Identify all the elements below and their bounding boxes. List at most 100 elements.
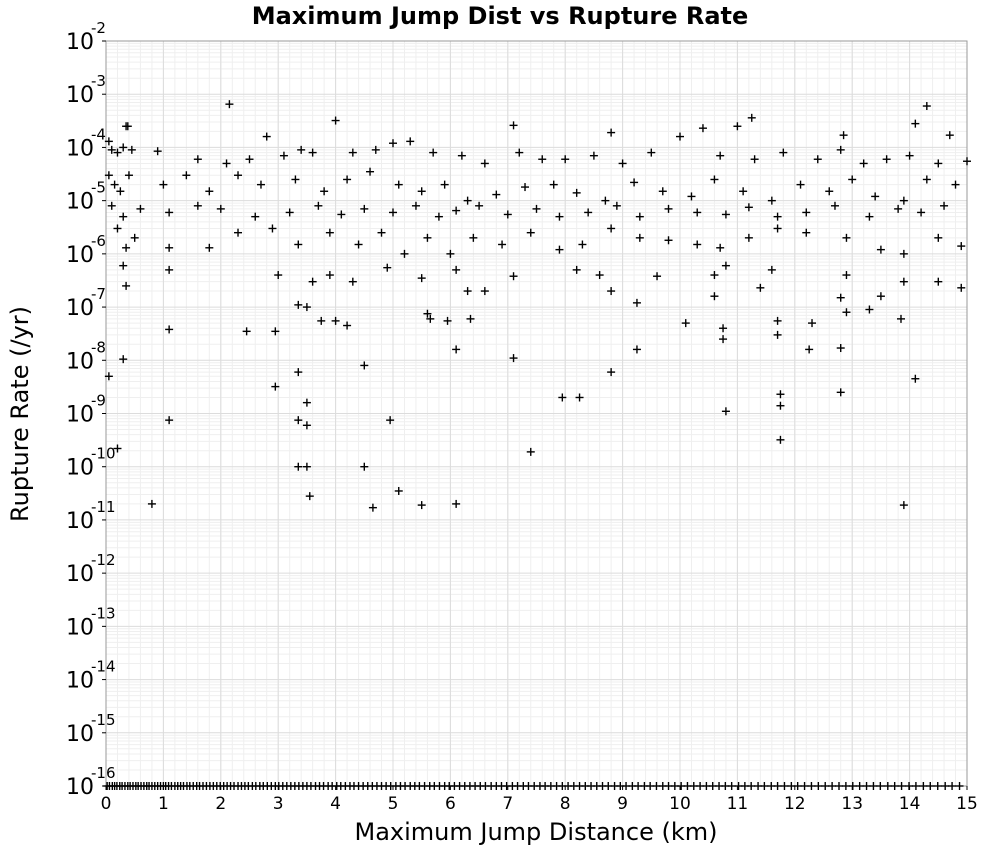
data-point	[760, 782, 769, 790]
data-point	[368, 503, 377, 512]
y-tick-exponent: -5	[91, 179, 106, 197]
grid	[105, 40, 968, 787]
data-point	[664, 236, 673, 245]
data-point	[320, 187, 329, 196]
data-point	[842, 271, 851, 280]
y-tick-label: 10	[66, 669, 94, 694]
x-tick-label: 10	[669, 794, 691, 814]
data-point	[802, 228, 811, 237]
data-point	[107, 201, 116, 210]
data-point	[119, 355, 128, 364]
data-point	[268, 224, 277, 233]
data-point	[417, 501, 426, 510]
data-point	[793, 782, 802, 790]
data-point	[515, 148, 524, 157]
data-point	[469, 233, 478, 242]
y-tick-exponent: -12	[91, 551, 116, 569]
data-point	[635, 233, 644, 242]
data-point	[193, 201, 202, 210]
data-point	[113, 444, 122, 453]
data-point	[876, 245, 885, 254]
data-point	[452, 499, 461, 508]
data-point	[963, 157, 971, 166]
data-point	[498, 240, 507, 249]
data-point	[572, 188, 581, 197]
data-point	[521, 183, 530, 192]
data-point	[934, 233, 943, 242]
data-point	[406, 137, 415, 146]
data-point	[165, 325, 174, 334]
data-point	[698, 124, 707, 133]
data-point	[776, 435, 785, 444]
data-point	[664, 204, 673, 213]
data-point	[828, 782, 837, 790]
data-point	[919, 782, 928, 790]
data-point	[509, 272, 518, 281]
x-tick-label: 4	[330, 794, 341, 814]
chart-title: Maximum Jump Dist vs Rupture Rate	[252, 2, 749, 30]
y-tick-exponent: -16	[91, 764, 116, 782]
data-point	[417, 187, 426, 196]
data-point	[612, 201, 621, 210]
data-point	[750, 155, 759, 164]
data-point	[153, 147, 162, 156]
data-point	[348, 148, 357, 157]
y-tick-label: 10	[66, 349, 94, 374]
x-tick-label: 15	[956, 794, 978, 814]
data-point	[802, 208, 811, 217]
data-point	[165, 265, 174, 274]
x-tick-label: 14	[899, 794, 921, 814]
data-point	[848, 175, 857, 184]
data-point	[584, 208, 593, 217]
data-point	[899, 249, 908, 258]
data-point	[423, 309, 432, 318]
data-point	[767, 265, 776, 274]
data-point	[721, 407, 730, 416]
data-point	[834, 782, 843, 790]
x-tick-label: 1	[158, 794, 169, 814]
data-point	[575, 393, 584, 402]
data-point	[607, 224, 616, 233]
data-point	[836, 344, 845, 353]
data-point	[767, 196, 776, 205]
data-point	[308, 148, 317, 157]
data-point	[865, 305, 874, 314]
data-point	[635, 212, 644, 221]
x-tick-label: 13	[841, 794, 863, 814]
x-tick-label: 5	[388, 794, 399, 814]
data-point	[825, 187, 834, 196]
data-point	[423, 233, 432, 242]
data-point	[710, 175, 719, 184]
data-point	[589, 151, 598, 160]
data-point	[526, 228, 535, 237]
data-point	[400, 249, 409, 258]
data-point	[733, 122, 742, 131]
x-axis-ticks: 0 1 2 3 4 5 6 7 8 9 10 11 12 13 14 15	[101, 786, 978, 814]
data-point	[122, 243, 131, 252]
data-point	[821, 782, 830, 790]
data-point	[443, 316, 452, 325]
data-point	[842, 233, 851, 242]
data-point	[302, 398, 311, 407]
data-point	[814, 782, 823, 790]
data-point	[934, 159, 943, 168]
y-tick-label: 10	[66, 403, 94, 428]
data-point	[883, 782, 892, 790]
data-point	[876, 292, 885, 301]
y-tick-label: 10	[66, 136, 94, 161]
data-point	[509, 121, 518, 130]
data-point	[371, 145, 380, 154]
data-point	[653, 272, 662, 281]
data-point	[122, 281, 131, 290]
y-tick-exponent: -8	[91, 338, 106, 356]
data-point	[756, 283, 765, 292]
data-point	[727, 782, 736, 790]
data-point	[719, 335, 728, 344]
data-point	[389, 139, 397, 148]
data-point	[383, 263, 392, 272]
data-point	[549, 180, 558, 189]
data-point	[693, 240, 702, 249]
data-point	[394, 180, 403, 189]
data-point	[434, 212, 443, 221]
data-point	[922, 102, 931, 111]
